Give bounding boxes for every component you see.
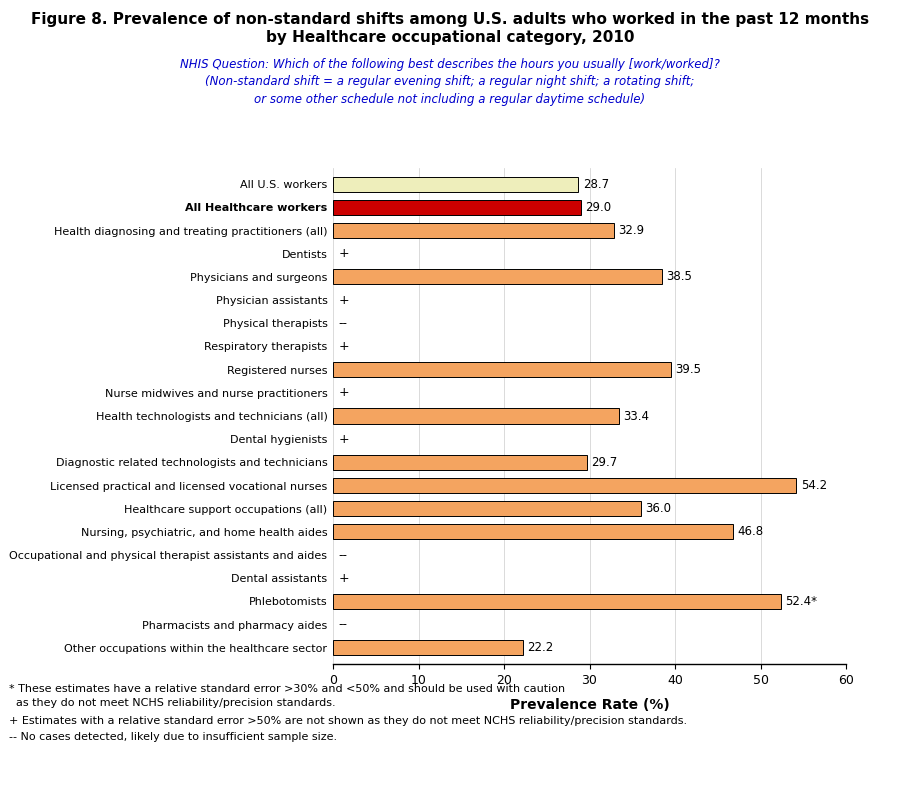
Text: + Estimates with a relative standard error >50% are not shown as they do not mee: + Estimates with a relative standard err…: [9, 716, 687, 726]
Bar: [333, 640, 523, 655]
Bar: [333, 455, 587, 470]
Text: as they do not meet NCHS reliability/precision standards.: as they do not meet NCHS reliability/pre…: [9, 698, 336, 709]
Bar: [333, 270, 662, 285]
Text: * These estimates have a relative standard error >30% and <50% and should be use: * These estimates have a relative standa…: [9, 684, 565, 694]
Text: --: --: [338, 549, 347, 562]
Bar: [333, 362, 670, 377]
Text: NHIS Question: Which of the following best describes the hours you usually [work: NHIS Question: Which of the following be…: [180, 58, 720, 70]
Text: 39.5: 39.5: [675, 363, 701, 376]
Bar: [333, 594, 781, 609]
Bar: [333, 501, 641, 516]
Text: 29.0: 29.0: [585, 201, 611, 214]
Bar: [333, 524, 734, 539]
Text: +: +: [338, 386, 349, 399]
Text: 52.4*: 52.4*: [786, 595, 817, 608]
Text: +: +: [338, 340, 349, 353]
Bar: [333, 409, 618, 423]
Text: 54.2: 54.2: [801, 479, 827, 492]
Text: 38.5: 38.5: [666, 270, 692, 283]
Text: -- No cases detected, likely due to insufficient sample size.: -- No cases detected, likely due to insu…: [9, 732, 338, 742]
X-axis label: Prevalence Rate (%): Prevalence Rate (%): [509, 698, 670, 712]
Text: 28.7: 28.7: [582, 178, 608, 190]
Text: 46.8: 46.8: [737, 526, 763, 538]
Text: Figure 8. Prevalence of non-standard shifts among U.S. adults who worked in the : Figure 8. Prevalence of non-standard shi…: [31, 12, 869, 27]
Text: --: --: [338, 618, 347, 631]
Text: 32.9: 32.9: [618, 224, 644, 237]
Text: 29.7: 29.7: [591, 456, 617, 469]
Text: 22.2: 22.2: [527, 642, 554, 654]
Text: +: +: [338, 572, 349, 585]
Bar: [333, 478, 796, 493]
Text: (Non-standard shift = a regular evening shift; a regular night shift; a rotating: (Non-standard shift = a regular evening …: [205, 75, 695, 88]
Text: by Healthcare occupational category, 2010: by Healthcare occupational category, 201…: [266, 30, 634, 45]
Text: 36.0: 36.0: [645, 502, 671, 515]
Text: +: +: [338, 247, 349, 260]
Text: --: --: [338, 317, 347, 330]
Text: +: +: [338, 433, 349, 446]
Bar: [333, 177, 579, 192]
Text: 33.4: 33.4: [623, 410, 649, 422]
Bar: [333, 223, 615, 238]
Bar: [333, 200, 581, 215]
Text: or some other schedule not including a regular daytime schedule): or some other schedule not including a r…: [255, 93, 645, 106]
Text: +: +: [338, 294, 349, 306]
